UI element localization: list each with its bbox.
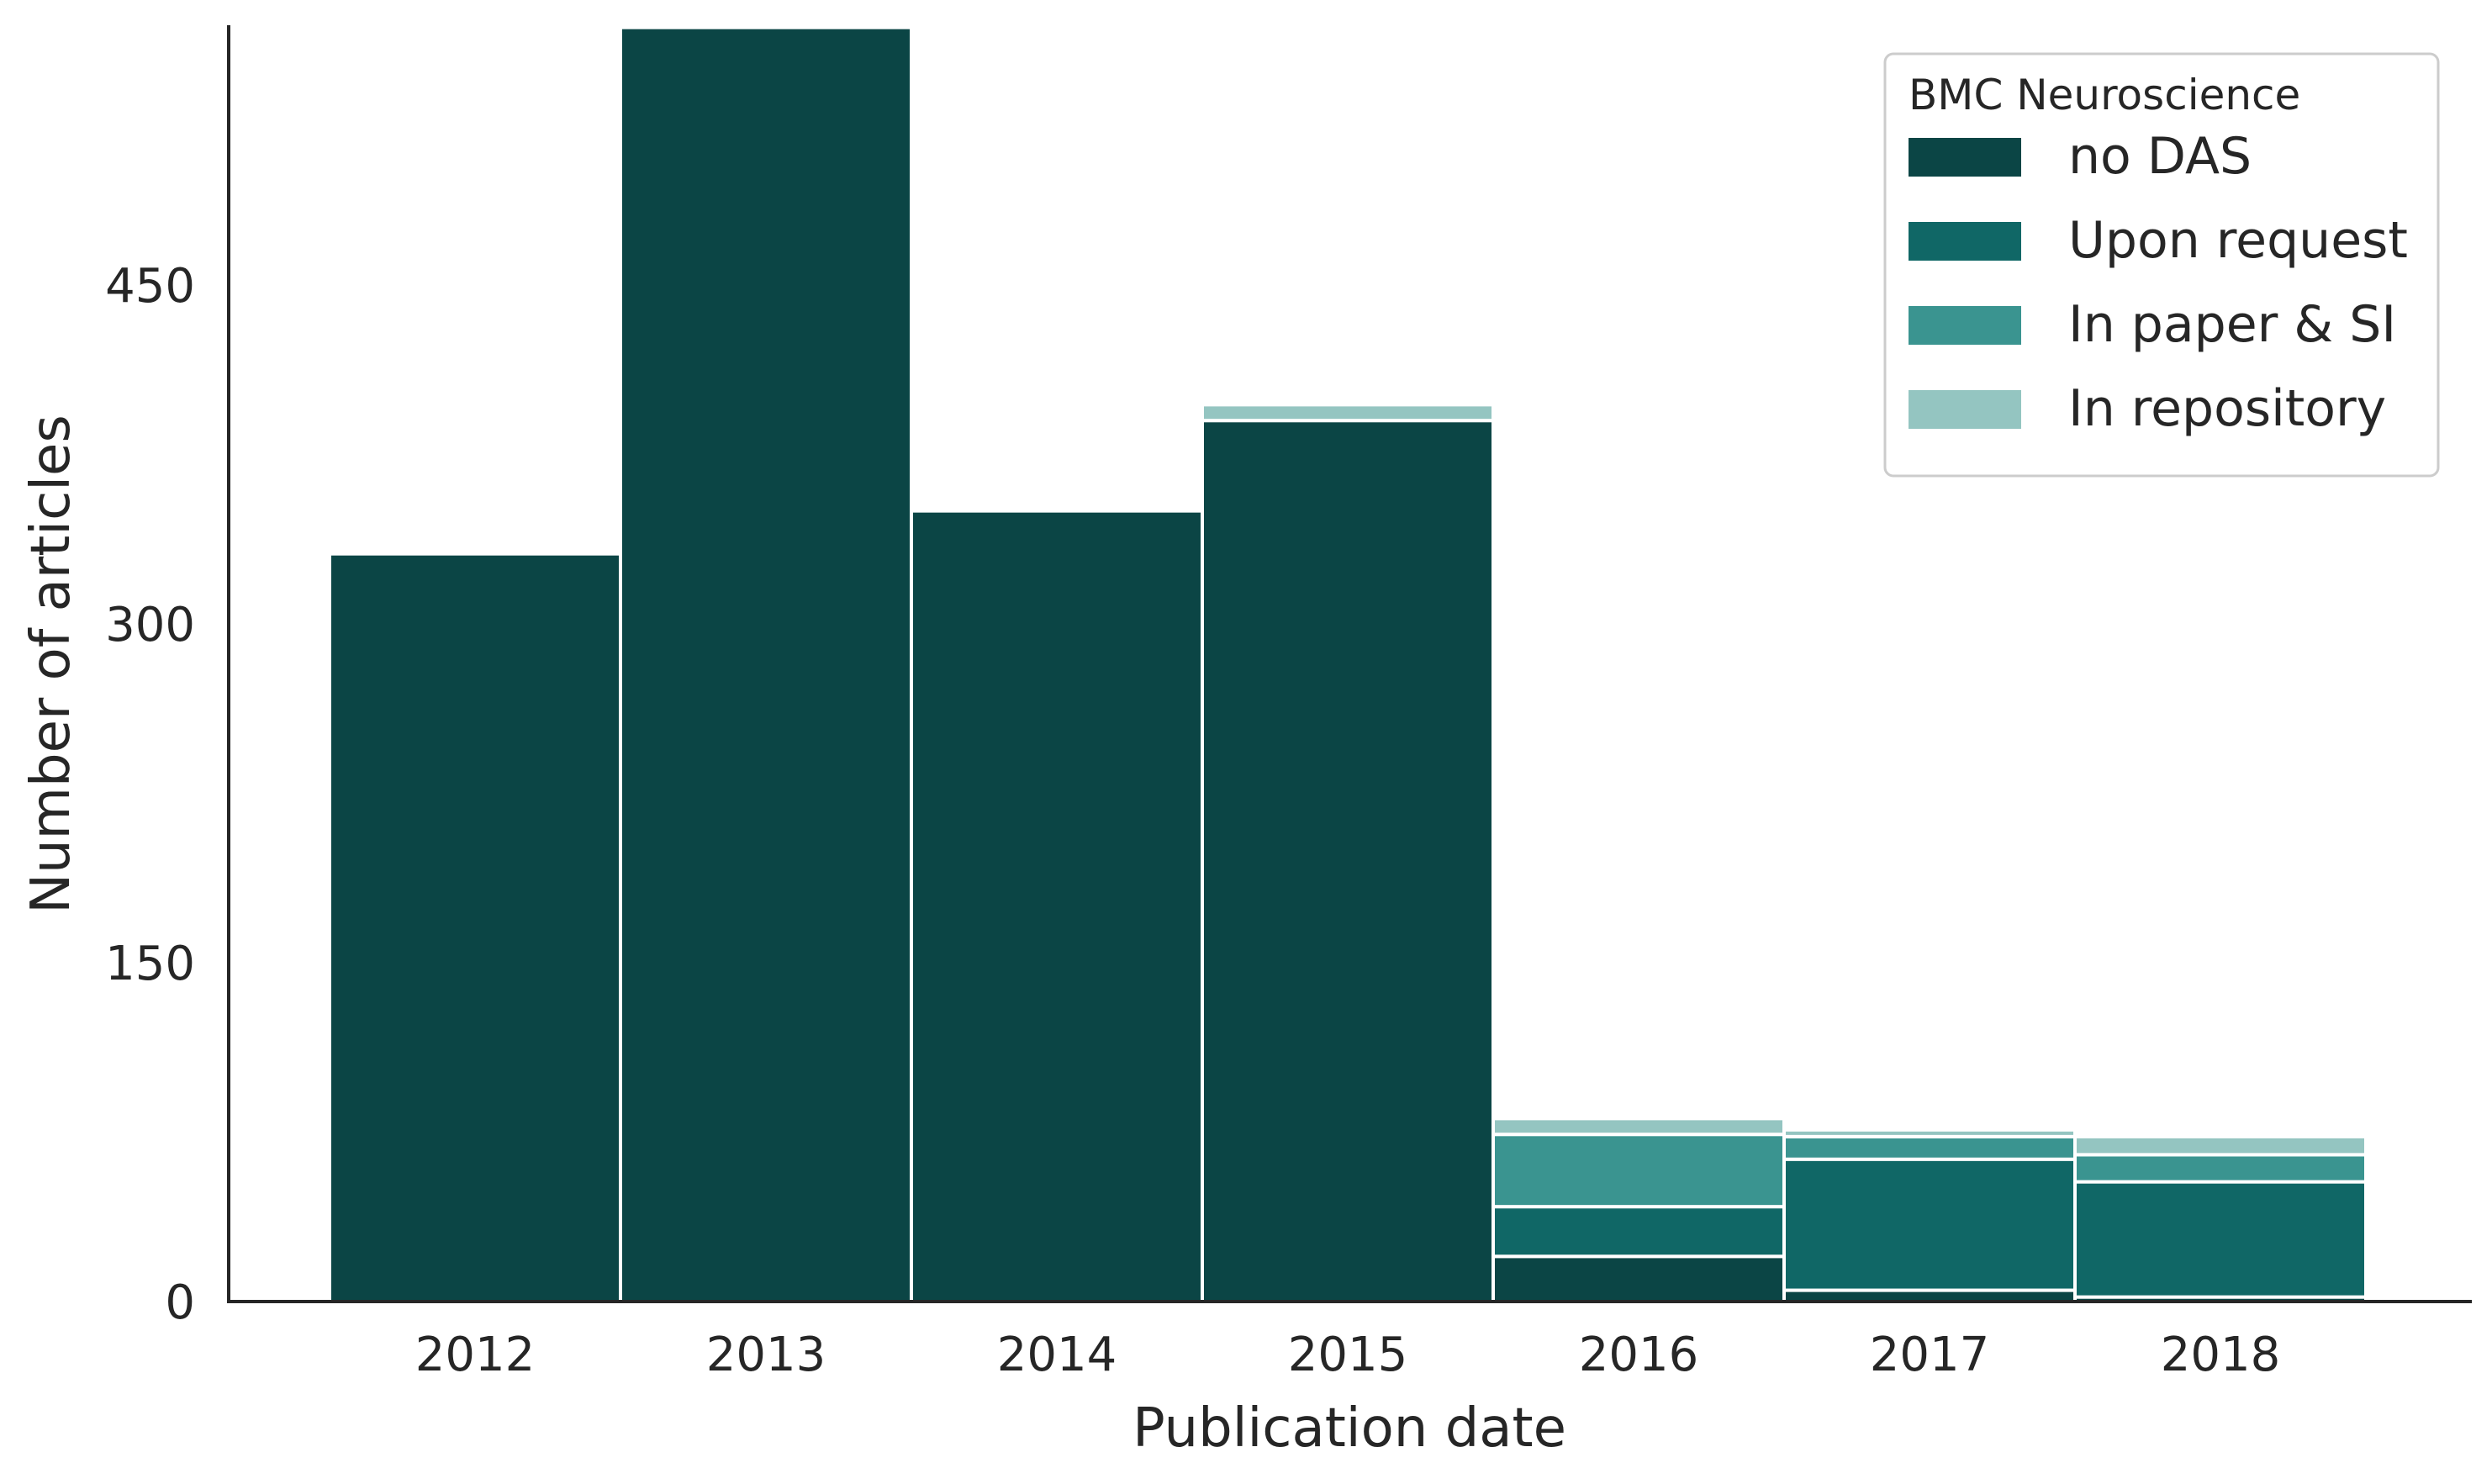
legend-label: no DAS (2068, 127, 2252, 186)
legend-frame (1883, 52, 2440, 478)
legend-swatch (1909, 138, 2021, 177)
legend-label: Upon request (2068, 211, 2408, 270)
x-tick-label: 2016 (1579, 1328, 1699, 1382)
x-tick-label: 2014 (997, 1328, 1117, 1382)
bars-group (328, 25, 2368, 1304)
y-tick-label: 450 (105, 259, 195, 314)
y-tick-label: 300 (105, 598, 195, 652)
legend-swatch (1909, 390, 2021, 429)
bar-2014-no-das (910, 509, 1204, 1303)
bar-2015-in-repository (1201, 403, 1495, 423)
x-tick-label: 2017 (1870, 1328, 1990, 1382)
bar-2016-in-repository (1492, 1117, 1786, 1137)
bar-2017-in-paper-si (1782, 1134, 2077, 1161)
legend-items: no DAS Upon request In paper & SI In reposi… (1909, 127, 2408, 438)
bar-2015-no-das (1201, 419, 1495, 1303)
bar-2018-upon-request (2073, 1180, 2368, 1299)
legend-title: BMC Neuroscience (1909, 71, 2300, 119)
x-tick-label: 2018 (2161, 1328, 2281, 1382)
x-axis-ticks: 2012 2013 2014 2015 2016 2017 2018 (415, 1328, 2281, 1382)
bar-2013-no-das (619, 25, 913, 1303)
y-axis-label: Number of articles (20, 415, 82, 914)
bar-2018-in-repository (2073, 1134, 2368, 1157)
y-tick-label: 0 (165, 1275, 195, 1330)
x-tick-label: 2015 (1288, 1328, 1408, 1382)
x-axis-label: Publication date (1132, 1397, 1566, 1460)
legend-label: In paper & SI (2068, 295, 2396, 354)
x-tick-label: 2012 (415, 1328, 536, 1382)
legend-swatch (1909, 222, 2021, 261)
bar-2017-in-repository (1782, 1128, 2077, 1138)
bar-2016-no-das (1492, 1254, 1786, 1304)
x-tick-label: 2013 (706, 1328, 826, 1382)
bar-2012-no-das (328, 552, 622, 1303)
bar-2016-upon-request (1492, 1205, 1786, 1259)
legend-label: In repository (2068, 379, 2386, 438)
y-axis-ticks: 0 150 300 450 (105, 259, 195, 1330)
bar-2018-in-paper-si (2073, 1153, 2368, 1184)
bar-2017-upon-request (1782, 1157, 2077, 1292)
bar-2016-in-paper-si (1492, 1133, 1786, 1209)
y-tick-label: 150 (105, 937, 195, 991)
legend-swatch (1909, 306, 2021, 345)
bar-2017-no-das (1782, 1288, 2077, 1304)
legend: BMC Neuroscience no DAS Upon request In pa… (1883, 52, 2440, 478)
